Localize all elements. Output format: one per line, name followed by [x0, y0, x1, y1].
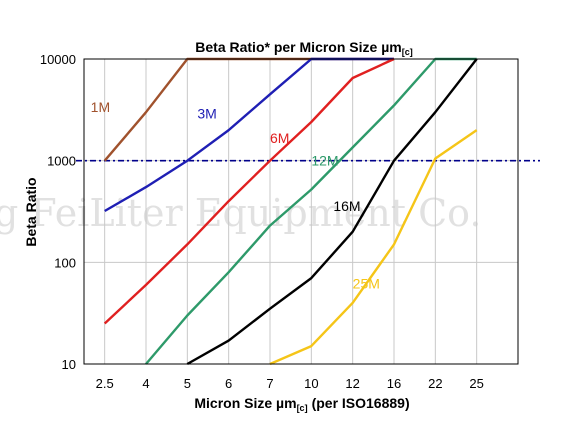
- y-tick-label: 10000: [40, 52, 76, 67]
- series-line-25m: [269, 129, 478, 366]
- x-tick-label: 16: [387, 376, 401, 391]
- chart-title-subscript: [c]: [402, 47, 413, 57]
- series-labels: 1M 3M 6M 12M 16M 25M: [91, 99, 380, 292]
- x-axis-label-main: Micron Size µm: [194, 395, 296, 411]
- y-tick-labels: 10 100 1000 10000: [40, 52, 76, 372]
- x-tick-label: 22: [428, 376, 442, 391]
- series-line-6m: [103, 57, 395, 325]
- series-label-25m: 25M: [353, 276, 380, 292]
- chart-title: Beta Ratio* per Micron Size µm[c]: [195, 39, 412, 57]
- series-label-12m: 12M: [311, 152, 338, 168]
- x-tick-label: 4: [142, 376, 149, 391]
- y-tick-label: 1000: [47, 154, 76, 169]
- x-tick-label: 25: [469, 376, 483, 391]
- y-axis-label: Beta Ratio: [23, 177, 39, 246]
- series-line-16m: [186, 58, 478, 366]
- series-label-16m: 16M: [333, 198, 360, 214]
- series-label-3m: 3M: [197, 105, 216, 121]
- series-label-6m: 6M: [270, 130, 289, 146]
- series-line-12m: [145, 57, 477, 365]
- x-axis-label: Micron Size µm[c] (per ISO16889): [194, 395, 409, 413]
- x-tick-label: 10: [304, 376, 318, 391]
- series-label-1m: 1M: [91, 99, 110, 115]
- x-tick-label: 2.5: [96, 376, 114, 391]
- x-tick-label: 5: [184, 376, 191, 391]
- x-tick-label: 6: [225, 376, 232, 391]
- x-tick-labels: 2.5 4 5 6 7 10 12 16 22 25: [96, 376, 484, 391]
- x-tick-label: 7: [266, 376, 273, 391]
- x-axis-label-suffix: (per ISO16889): [312, 395, 410, 411]
- y-tick-label: 100: [54, 255, 76, 270]
- plot-frame: [83, 58, 519, 365]
- chart-title-main: Beta Ratio* per Micron Size µm: [195, 39, 401, 55]
- x-axis-label-subscript: [c]: [297, 403, 308, 413]
- x-tick-label: 12: [345, 376, 359, 391]
- y-tick-label: 10: [62, 357, 76, 372]
